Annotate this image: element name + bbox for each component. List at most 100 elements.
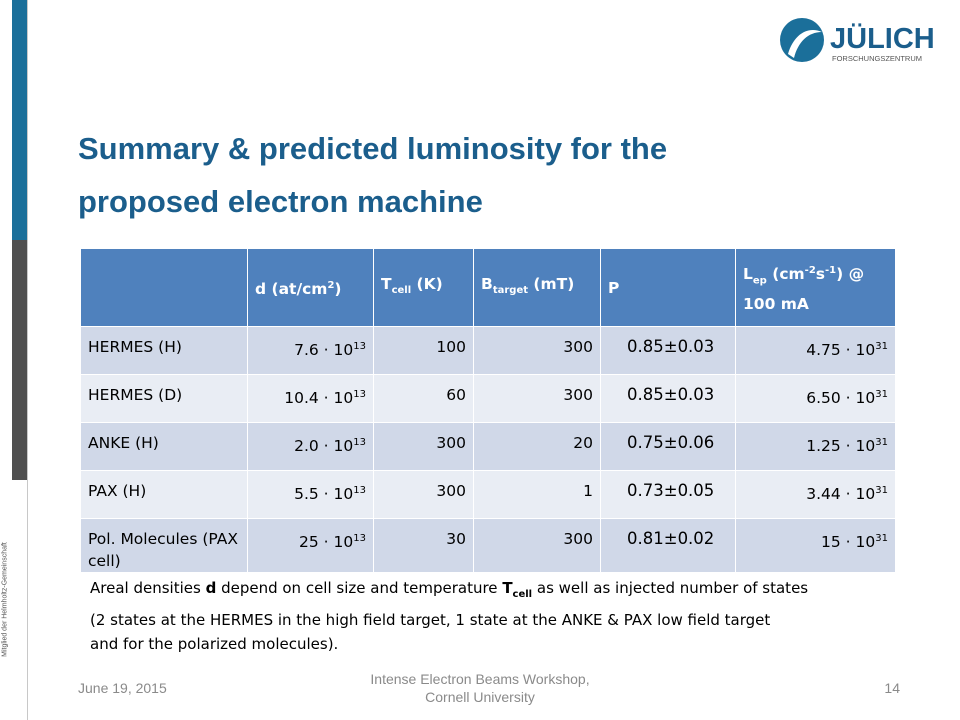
text-run: HERMES (H)	[88, 338, 182, 356]
text-run: s	[815, 265, 826, 284]
title-line: Summary & predicted luminosity for the	[78, 131, 668, 166]
table-cell: 2.0 · 1013	[247, 422, 374, 471]
footer-event-line: Intense Electron Beams Workshop,	[370, 671, 590, 687]
text-run: T	[502, 579, 513, 597]
text-run: -2	[804, 265, 816, 277]
text-run: 15 · 10	[821, 533, 876, 552]
text-run: Pol. Molecules (PAX cell)	[88, 530, 238, 570]
header-cell	[80, 248, 248, 327]
table-cell: 0.85±0.03	[600, 326, 736, 375]
text-run: 0.75±0.06	[627, 433, 715, 452]
text-run: 13	[353, 341, 366, 352]
footer-event: Intense Electron Beams Workshop, Cornell…	[330, 670, 630, 706]
text-run: depend on cell size and temperature	[216, 579, 503, 597]
text-run: ep	[752, 275, 767, 287]
slide-title: Summary & predicted luminosity for the p…	[78, 122, 667, 228]
text-run: 300	[436, 482, 466, 500]
header-cell: Tcell (K)	[373, 248, 474, 327]
text-run: 0.85±0.03	[627, 385, 715, 404]
table-cell: Pol. Molecules (PAX cell)	[80, 518, 248, 573]
table-cell: 15 · 1031	[735, 518, 896, 573]
text-run: (cm	[766, 265, 805, 284]
table-cell: PAX (H)	[80, 470, 248, 519]
text-run: 2.0 · 10	[294, 437, 354, 456]
table-row: PAX (H) 5.5 · 1013 300 1 0.73±0.05 3.44 · 103…	[80, 470, 896, 519]
table-cell: 60	[373, 374, 474, 423]
table-cell: 4.75 · 1031	[735, 326, 896, 375]
text-run: 300	[563, 338, 593, 356]
header-row: d (at/cm2) Tcell (K) Btarget (mT) P Lep (cm-…	[80, 248, 896, 327]
text-run: 3.44 · 10	[806, 485, 876, 504]
text-run: 13	[353, 533, 366, 544]
table-cell: HERMES (H)	[80, 326, 248, 375]
table-cell: 100	[373, 326, 474, 375]
side-rule	[27, 0, 28, 720]
text-run: 4.75 · 10	[806, 341, 876, 360]
table-cell: 0.85±0.03	[600, 374, 736, 423]
text-run: cell	[391, 285, 412, 297]
logo-name: JÜLICH	[830, 22, 935, 55]
note-line: (2 states at the HERMES in the high fiel…	[90, 608, 808, 633]
side-bar-gray	[12, 240, 27, 480]
table-cell: 7.6 · 1013	[247, 326, 374, 375]
logo: JÜLICH FORSCHUNGSZENTRUM	[780, 18, 935, 63]
text-run: 31	[875, 533, 888, 544]
text-run: P	[608, 278, 620, 297]
text-run: d	[205, 579, 217, 597]
table-cell: 0.75±0.06	[600, 422, 736, 471]
logo-subtitle: FORSCHUNGSZENTRUM	[832, 54, 922, 63]
text-run: 1	[583, 482, 593, 500]
text-run: 13	[353, 485, 366, 496]
text-run: 300	[436, 434, 466, 452]
text-run: 31	[875, 437, 888, 448]
table-cell: 1	[473, 470, 601, 519]
table-row: HERMES (D) 10.4 · 1013 60 300 0.85±0.03 6.50 …	[80, 374, 896, 423]
text-run: (K)	[411, 274, 443, 293]
footer-event-line: Cornell University	[425, 689, 535, 705]
table-cell: 30	[373, 518, 474, 573]
table-cell: 1.25 · 1031	[735, 422, 896, 471]
footer-date: June 19, 2015	[78, 680, 167, 696]
table-row: HERMES (H) 7.6 · 1013 100 300 0.85±0.03 4.75 …	[80, 326, 896, 375]
table-cell: 300	[473, 518, 601, 573]
text-run: 300	[563, 530, 593, 548]
text-run: 100	[436, 338, 466, 356]
table-cell: 3.44 · 1031	[735, 470, 896, 519]
table-cell: 20	[473, 422, 601, 471]
logo-swoosh	[788, 30, 822, 58]
data-table: d (at/cm2) Tcell (K) Btarget (mT) P Lep (cm-…	[80, 248, 896, 573]
text-run: 20	[573, 434, 593, 452]
text-run: T	[381, 274, 392, 293]
text-run: 0.81±0.02	[627, 529, 715, 548]
table-cell: ANKE (H)	[80, 422, 248, 471]
table-body: HERMES (H) 7.6 · 1013 100 300 0.85±0.03 4.75 …	[80, 326, 896, 573]
text-run: (mT)	[528, 274, 575, 293]
side-bar-blue	[12, 0, 27, 240]
text-run: ANKE (H)	[88, 434, 159, 452]
table-cell: 300	[373, 470, 474, 519]
text-run: as well as injected number of states	[532, 579, 809, 597]
text-run: HERMES (D)	[88, 386, 183, 404]
note-line: Areal densities d depend on cell size an…	[90, 576, 808, 608]
text-run: 6.50 · 10	[806, 389, 876, 408]
text-run: Areal densities	[90, 579, 206, 597]
table-cell: 5.5 · 1013	[247, 470, 374, 519]
text-run: 0.85±0.03	[627, 337, 715, 356]
table-cell: 300	[373, 422, 474, 471]
table-cell: 300	[473, 374, 601, 423]
text-run: 2	[327, 279, 335, 291]
text-run: 1.25 · 10	[806, 437, 876, 456]
text-run: 25 · 10	[299, 533, 354, 552]
text-run: )	[334, 280, 342, 299]
table-cell: 6.50 · 1031	[735, 374, 896, 423]
table-row: ANKE (H) 2.0 · 1013 300 20 0.75±0.06 1.25 · 1…	[80, 422, 896, 471]
text-run: ) @ 100 mA	[743, 265, 865, 313]
footer-page: 14	[884, 680, 900, 696]
side-text: Mitglied der Helmholtz-Gemeinschaft	[1, 542, 9, 657]
text-run: -1	[825, 265, 837, 277]
header-cell: d (at/cm2)	[247, 248, 374, 327]
footnote: Areal densities d depend on cell size an…	[90, 576, 808, 657]
text-run: 10.4 · 10	[284, 389, 354, 408]
text-run: (2 states at the HERMES in the high fiel…	[90, 610, 771, 629]
text-run: 5.5 · 10	[294, 485, 354, 504]
